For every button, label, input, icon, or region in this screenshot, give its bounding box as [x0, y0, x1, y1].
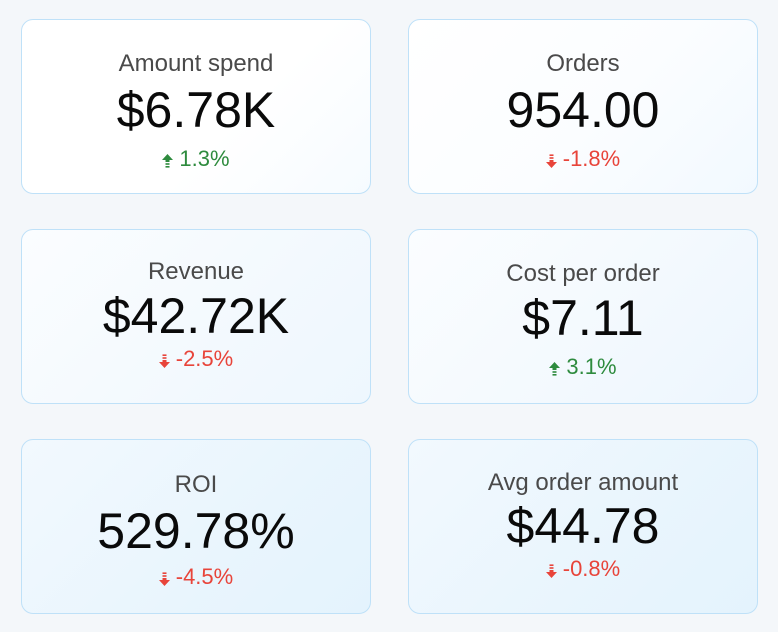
arrow-down-icon — [158, 572, 170, 586]
metric-value: $6.78K — [116, 82, 276, 138]
metric-delta: -2.5% — [22, 346, 370, 372]
metric-value: $44.78 — [506, 498, 660, 554]
metric-card-amount-spend: Amount spend $6.78K 1.3% — [21, 19, 371, 194]
metric-card-avg-order-amount: Avg order amount $44.78 -0.8% — [408, 439, 758, 614]
arrow-up-icon — [549, 362, 561, 376]
metric-card-cost-per-order: Cost per order $7.11 3.1% — [408, 229, 758, 404]
metric-value: 954.00 — [506, 82, 660, 138]
metric-label: Avg order amount — [487, 469, 679, 496]
metric-delta: -4.5% — [22, 564, 370, 590]
metric-label: Orders — [546, 50, 620, 77]
metric-value: $7.11 — [522, 290, 644, 346]
metric-label: Cost per order — [506, 260, 660, 287]
metric-card-orders: Orders 954.00 -1.8% — [408, 19, 758, 194]
metric-delta-value: 1.3% — [179, 146, 230, 171]
arrow-down-icon — [545, 564, 557, 578]
arrow-down-icon — [158, 354, 170, 368]
metric-delta-value: 3.1% — [566, 354, 617, 379]
metric-card-roi: ROI 529.78% -4.5% — [21, 439, 371, 614]
arrow-down-icon — [545, 154, 557, 168]
metric-delta: -1.8% — [409, 146, 757, 172]
metric-delta: 1.3% — [22, 146, 370, 172]
metric-label: Revenue — [147, 258, 245, 285]
metric-delta-value: -4.5% — [175, 564, 234, 589]
arrow-up-icon — [162, 154, 174, 168]
metric-delta-value: -1.8% — [562, 146, 621, 171]
metric-delta-value: -2.5% — [175, 346, 234, 371]
metric-delta: -0.8% — [409, 556, 757, 582]
metric-delta-value: -0.8% — [562, 556, 621, 581]
metric-label: Amount spend — [118, 50, 274, 77]
metric-value: $42.72K — [102, 288, 290, 344]
metric-value: 529.78% — [97, 503, 295, 559]
metric-delta: 3.1% — [409, 354, 757, 380]
metric-card-revenue: Revenue $42.72K -2.5% — [21, 229, 371, 404]
metric-label: ROI — [174, 471, 218, 498]
